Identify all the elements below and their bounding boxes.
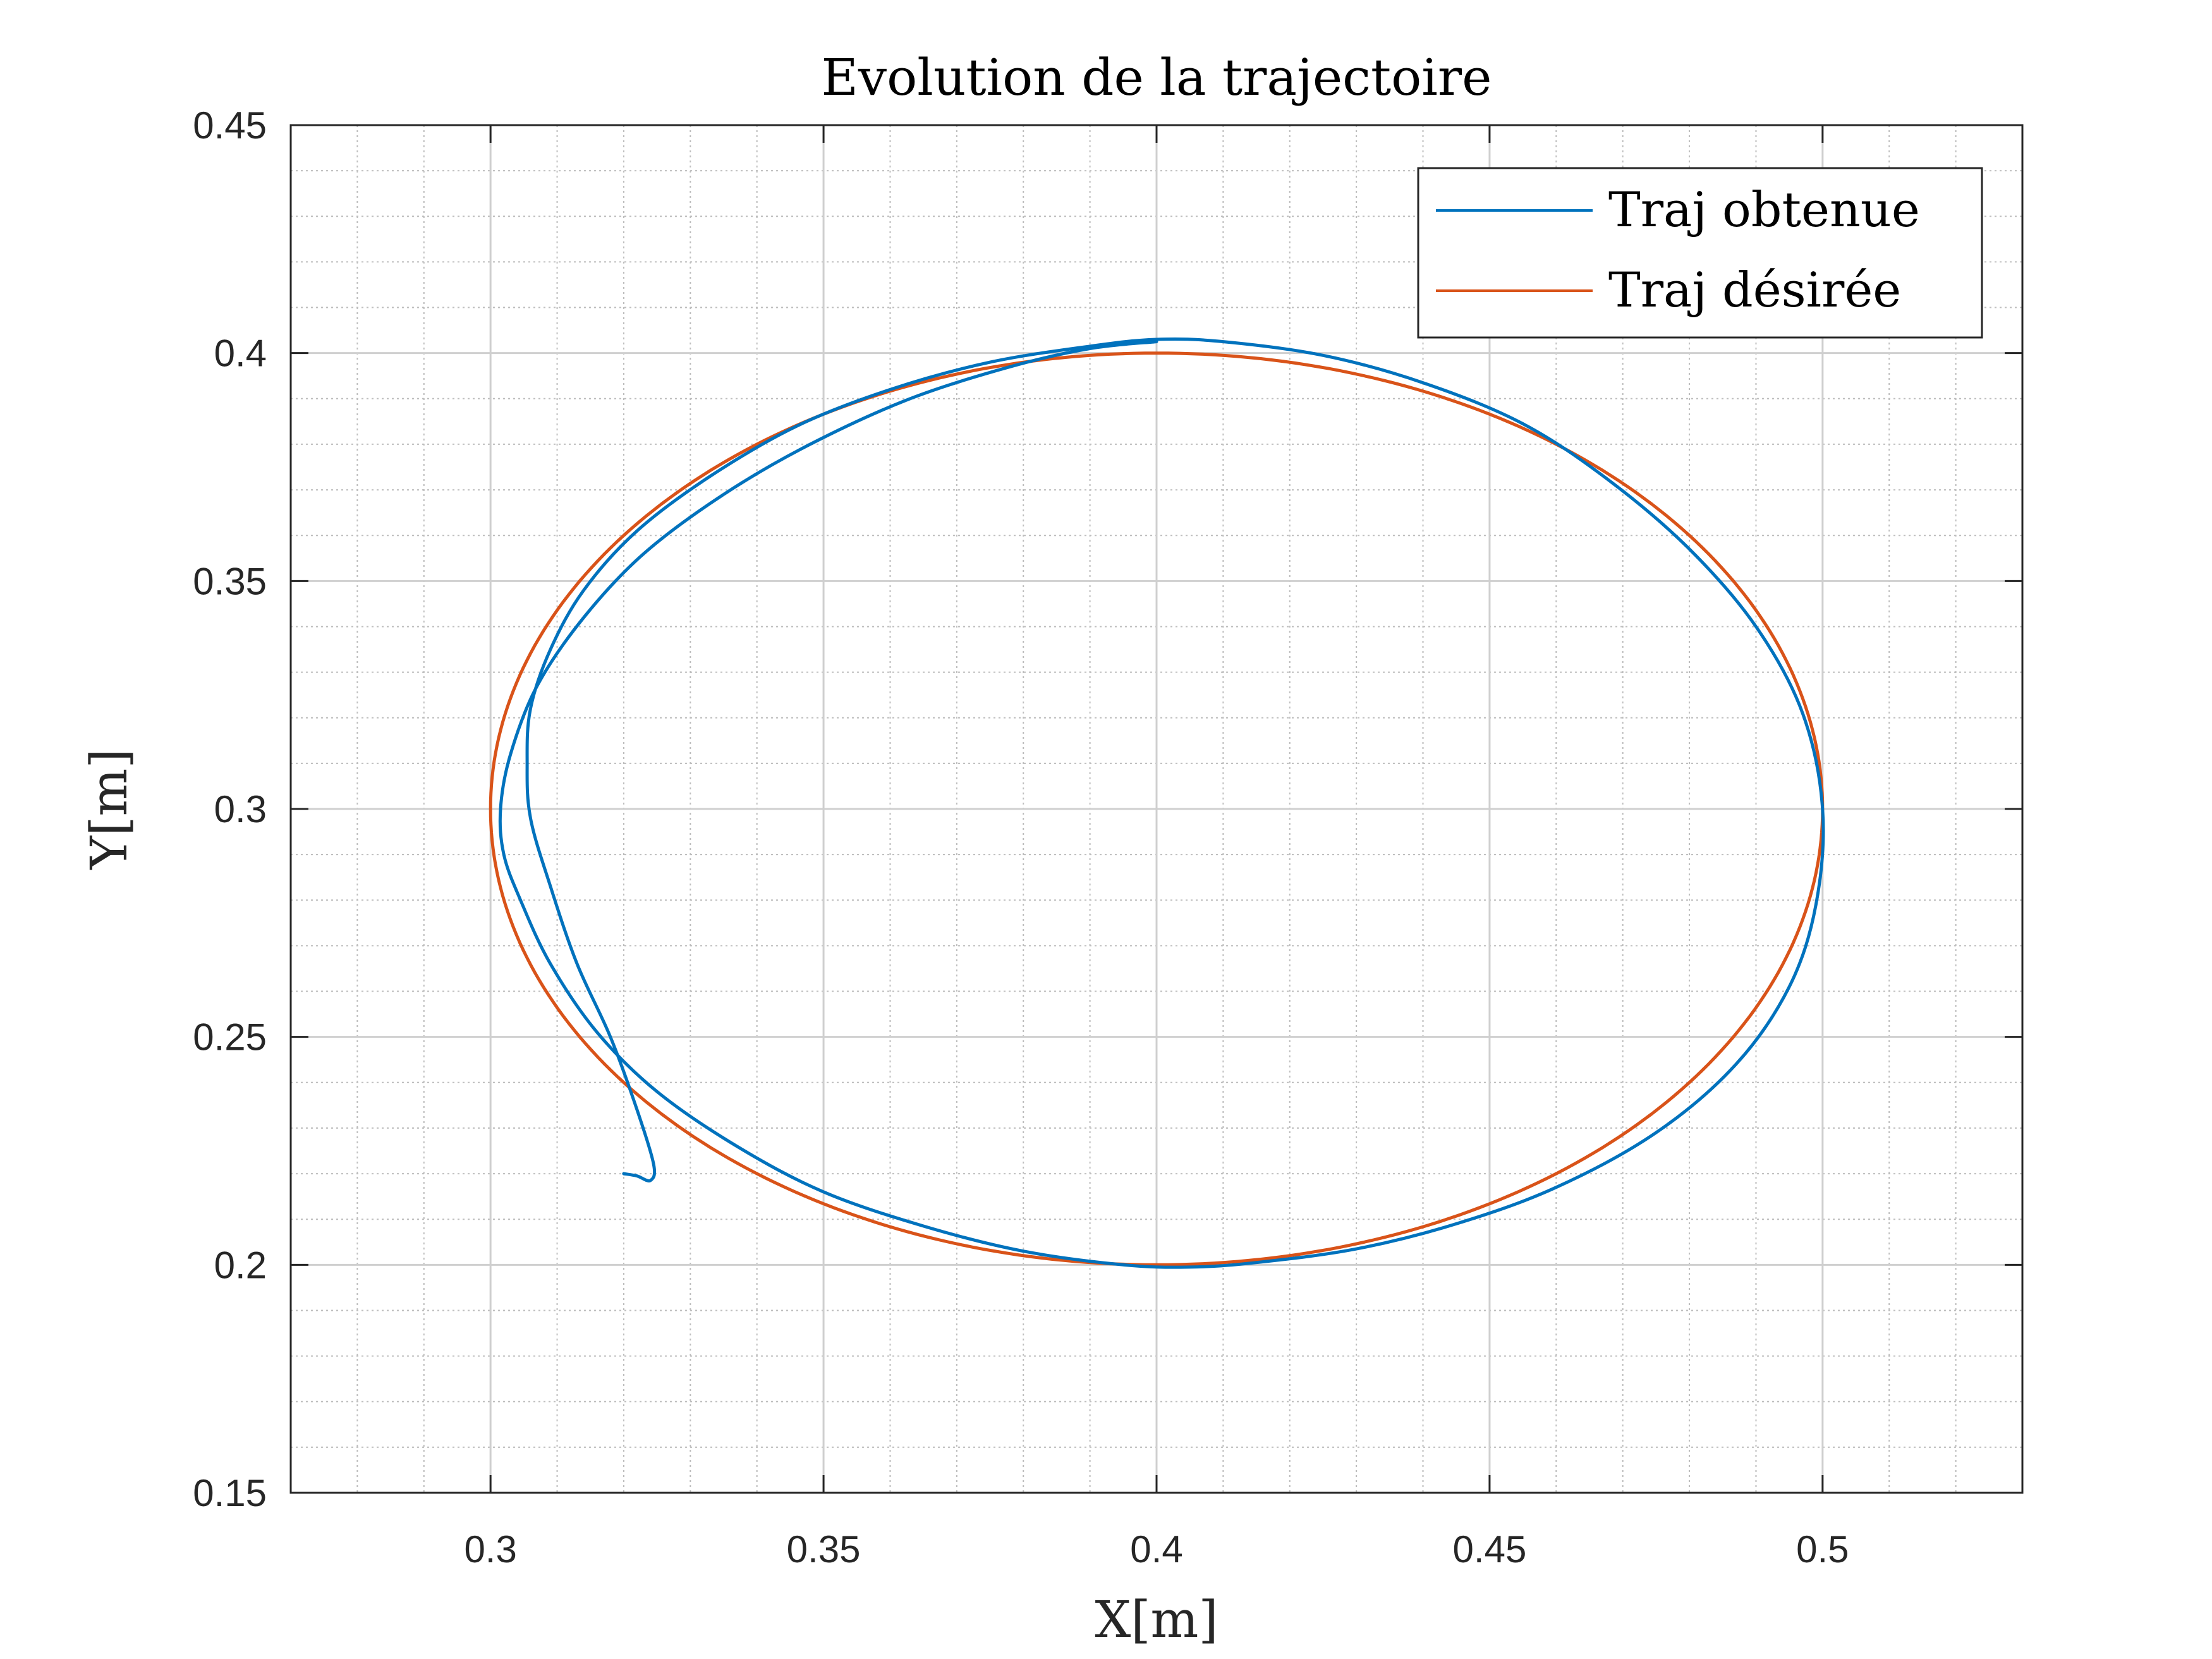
- y-axis-label: Y[m]: [80, 748, 138, 870]
- legend-label-traj-obtenue: Traj obtenue: [1608, 181, 1920, 238]
- x-tick-label: 0.4: [1130, 1528, 1182, 1571]
- y-tick-label: 0.4: [214, 332, 267, 375]
- y-tick-label: 0.2: [214, 1244, 267, 1286]
- series-line-traj-desiree: [489, 351, 1825, 1267]
- series-line-traj-obtenue: [498, 337, 1825, 1269]
- legend-box: [1417, 167, 1983, 339]
- y-tick-label: 0.15: [193, 1472, 267, 1514]
- axis-ticks: [291, 124, 2022, 1494]
- chart-title: Evolution de la trajectoire: [822, 48, 1492, 107]
- legend: Traj obtenue Traj désirée: [1417, 167, 1983, 339]
- x-axis-label: X[m]: [1095, 1590, 1218, 1649]
- x-tick-label: 0.5: [1796, 1528, 1849, 1571]
- series-layer: [489, 337, 1825, 1269]
- tick-labels: 0.3 0.35 0.4 0.45 0.5 0.15 0.2 0.25 0.3 0.35 0.4 0.…: [193, 104, 1849, 1571]
- x-tick-label: 0.35: [787, 1528, 861, 1571]
- x-tick-label: 0.3: [464, 1528, 516, 1571]
- y-tick-label: 0.45: [193, 104, 267, 147]
- x-tick-label: 0.45: [1453, 1528, 1527, 1571]
- y-tick-label: 0.3: [214, 788, 267, 830]
- y-tick-label: 0.35: [193, 560, 267, 602]
- legend-label-traj-desiree: Traj désirée: [1608, 262, 1901, 318]
- y-tick-label: 0.25: [193, 1016, 267, 1059]
